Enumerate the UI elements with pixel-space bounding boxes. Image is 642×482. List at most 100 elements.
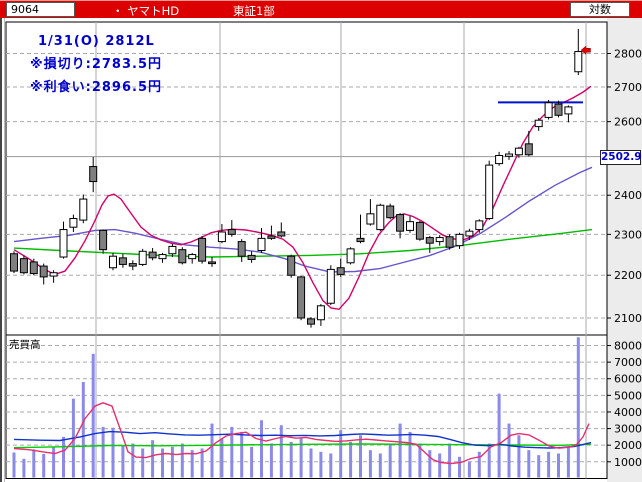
candle-body [544,102,553,118]
volume-axis-label: 4000 [614,406,642,419]
candle-body [99,229,108,251]
volume-bar [359,435,362,478]
candle-body [59,229,68,258]
volume-bar [507,423,511,478]
price-axis-label: 2700 [614,81,642,94]
log-scale-toggle[interactable]: 対数 [570,2,630,17]
volume-bar [12,452,16,478]
candle-body [128,263,137,267]
volume-bar [220,438,224,478]
candle-body [198,237,207,262]
candle-body [297,276,306,319]
candle-body [267,235,276,239]
stock-code-box[interactable]: 9064 [6,2,75,17]
market-section: 東証1部 [233,4,275,18]
volume-bar [378,453,382,478]
volume-bar [250,446,254,478]
volume-bar [190,450,194,478]
volume-bar [91,353,95,478]
candle-body [49,272,58,277]
candle-body [346,248,355,264]
window-left-edge [0,0,2,482]
volume-bar [42,453,46,478]
candle-body [386,205,395,219]
candle-body [168,245,177,255]
candle-body [217,231,226,243]
candle-body [415,221,424,240]
candle-body [336,267,345,275]
volume-bar [32,449,36,478]
volume-bar [269,443,273,478]
volume-bar [141,448,145,478]
price-axis-label: 2200 [614,269,642,282]
volume-axis-label: 7000 [614,356,642,369]
volume-axis-label: 5000 [614,389,642,402]
candle-body [356,237,365,243]
trade-annotation: 1/31(O) 2812L ※損切り:2783.5円 ※利食い:2896.5円 [30,30,162,99]
volume-bar [438,453,442,478]
volume-bar [170,446,174,478]
candle-body [118,257,127,265]
candle-body [495,154,504,165]
candle-body [237,241,246,257]
candle-body [505,153,513,157]
candle-body [475,220,484,231]
volume-bar [131,443,135,478]
candle-body [406,221,414,231]
volume-bar [527,450,531,478]
volume-bar [557,453,560,478]
window-left-inner-edge [4,18,5,482]
volume-bar [101,426,105,478]
price-axis-label: 2400 [614,189,642,202]
volume-bar [368,450,372,478]
volume-bar [398,423,402,478]
volume-bar [240,431,244,478]
stoploss-annotation: ※損切り:2783.5円 [30,57,163,72]
volume-bar [477,451,481,478]
candle-body [148,251,157,259]
volume-bar [349,441,353,478]
current-price-tag: 2502.9 [600,150,642,165]
candle-body [257,237,266,251]
volume-panel [5,334,608,479]
volume-bar [388,443,392,478]
volume-bar [279,425,283,478]
candle-body [307,318,315,325]
candle-body [277,231,286,237]
volume-bar [81,382,85,478]
candle-body [10,253,18,272]
candle-body [425,237,434,244]
candle-body [138,250,147,265]
volume-bar [458,456,461,478]
candle-body [514,147,523,156]
volume-bar [309,448,313,478]
volume-bar [448,443,452,478]
candle-body [485,164,494,220]
candle-body [79,198,88,221]
volume-bar [210,423,214,478]
volume-bar [62,436,65,478]
volume-bar [547,451,551,478]
volume-bar [260,420,263,478]
candle-body [69,218,78,228]
volume-bar [319,451,323,478]
candle-body [89,166,98,183]
volume-bar [428,450,432,478]
candle-body [227,229,236,235]
volume-bar [289,441,293,478]
volume-bar [180,443,184,478]
price-axis-label: 2800 [614,48,642,61]
volume-bar [22,458,26,478]
entry-arrow-icon [580,45,591,55]
volume-bar [467,461,471,478]
price-axis-label: 2300 [614,228,642,241]
volume-bar [200,448,204,478]
volume-bar [52,446,56,478]
volume-bar [299,438,303,478]
price-ma-green [13,228,593,258]
volume-ma-blue [13,430,592,449]
axis-strip-background [607,18,642,482]
candle-body [39,265,48,278]
volume-bar [161,448,164,478]
